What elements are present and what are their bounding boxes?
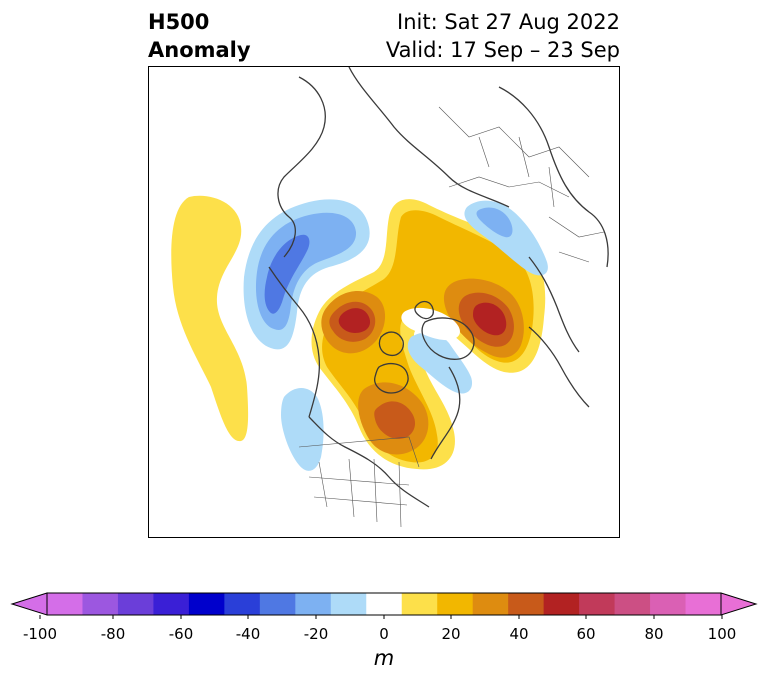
colorbar-cell	[437, 593, 474, 615]
colorbar-cells	[47, 593, 722, 615]
positive-anomaly-central-pacific	[171, 195, 249, 442]
title-line-1: H500	[148, 10, 210, 34]
colorbar-tick-label: 100	[707, 625, 737, 643]
negative-anomaly-greenland	[407, 332, 473, 394]
colorbar-cell	[117, 593, 154, 615]
colorbar	[10, 592, 758, 619]
colorbar-tick-label: -80	[100, 625, 126, 643]
colorbar-tick-label: 0	[379, 625, 389, 643]
colorbar-cell	[47, 593, 83, 615]
colorbar-cell	[224, 593, 261, 615]
colorbar-cell	[685, 593, 722, 615]
forecast-dates: Init: Sat 27 Aug 2022 Valid: 17 Sep – 23…	[386, 8, 620, 64]
colorbar-cell	[579, 593, 616, 615]
colorbar-cell	[366, 593, 403, 615]
white-gap-arctic	[401, 307, 461, 341]
title-line-2: Anomaly	[148, 38, 251, 62]
colorbar-cell	[543, 593, 580, 615]
colorbar-cell	[472, 593, 509, 615]
colorbar-tick-label: -20	[303, 625, 329, 643]
colorbar-unit-label: m	[373, 646, 395, 670]
positive-anomaly-barents-core	[473, 302, 507, 336]
positive-anomaly-east-canada-40	[374, 401, 416, 439]
negative-anomaly-nw-pacific-40	[264, 234, 310, 314]
map-svg	[149, 67, 619, 537]
colorbar-tick-label: -100	[22, 625, 58, 643]
colorbar-cell	[401, 593, 438, 615]
coastlines	[268, 67, 609, 508]
negative-anomaly-western-us	[281, 388, 324, 471]
colorbar-cell	[508, 593, 545, 615]
political-borders	[298, 106, 605, 528]
colorbar-extend-max	[720, 592, 758, 616]
colorbar-cell	[259, 593, 296, 615]
anomaly-shading	[171, 195, 548, 471]
colorbar-tick-label: -40	[235, 625, 261, 643]
colorbar-tick-label: 80	[644, 625, 664, 643]
colorbar-tick-label: -60	[168, 625, 194, 643]
init-date: Init: Sat 27 Aug 2022	[397, 10, 620, 34]
colorbar-tick-label: 20	[441, 625, 461, 643]
colorbar-cell	[650, 593, 687, 615]
valid-dates: Valid: 17 Sep – 23 Sep	[385, 38, 620, 62]
colorbar-tick-label: 60	[576, 625, 596, 643]
colorbar-extend-min	[10, 592, 48, 616]
colorbar-cell	[295, 593, 332, 615]
colorbar-ticks	[39, 615, 723, 619]
chart-title: H500 Anomaly	[148, 8, 251, 64]
colorbar-cell	[153, 593, 190, 615]
positive-anomaly-beaufort-core	[338, 308, 371, 333]
negative-anomaly-scandinavia-20	[476, 207, 513, 238]
colorbar-cell	[330, 593, 367, 615]
colorbar-tick-label: 40	[509, 625, 529, 643]
anomaly-map	[148, 66, 620, 538]
colorbar-cell	[82, 593, 119, 615]
colorbar-cell	[614, 593, 651, 615]
colorbar-cell	[188, 593, 225, 615]
